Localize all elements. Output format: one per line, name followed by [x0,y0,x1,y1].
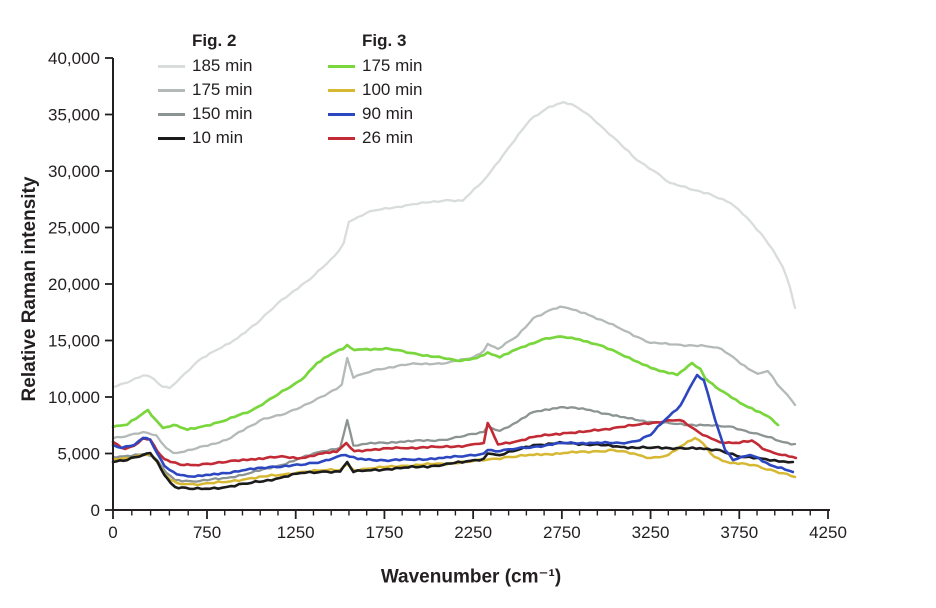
legend-item-100-min: 100 min [328,78,422,102]
legend-label: 100 min [362,80,423,99]
y-tick-label: 30,000 [48,162,100,181]
x-axis-label: Wavenumber (cm⁻¹) [380,566,562,588]
x-tick-label: 3250 [632,523,670,542]
legend-label: 175 min [192,80,253,99]
series-fig3-175-min [111,335,780,432]
legend-fig2-rows: 185 min 175 min 150 min 10 min [158,54,252,150]
legend-swatch [158,88,185,92]
x-tick-label: 4250 [809,523,847,542]
legend-item-185-min: 185 min [158,54,252,78]
legend-item-26-min: 26 min [328,126,422,150]
legend-fig3-title: Fig. 3 [362,31,407,50]
legend-label: 150 min [192,104,253,123]
legend-label: 185 min [192,56,253,75]
legend-swatch [328,112,355,116]
legend-item-175-min: 175 min [328,54,422,78]
x-tick-label: 3750 [720,523,758,542]
x-tick-label: 2250 [454,523,492,542]
series-fig3-90-min [111,373,795,478]
y-tick-label: 20,000 [48,275,100,294]
legend-item-150-min: 150 min [158,102,252,126]
x-tick-label: 0 [108,523,117,542]
x-tick-label: 1750 [366,523,404,542]
legend-item-175-min: 175 min [158,78,252,102]
legend-fig3-rows: 175 min 100 min 90 min 26 min [328,54,422,150]
x-tick-label: 750 [193,523,221,542]
legend-swatch [328,88,355,92]
y-tick-label: 40,000 [48,49,100,68]
legend-swatch [328,64,355,68]
legend-fig2-title: Fig. 2 [192,31,237,50]
y-tick-label: 10,000 [48,388,100,407]
series-fig2-10-min [111,440,795,491]
legend-swatch [158,112,185,116]
y-tick-label: 25,000 [48,219,100,238]
legend-fig2: Fig. 2 185 min 175 min 150 min 10 min [158,30,252,150]
legend-item-90-min: 90 min [328,102,422,126]
legend-item-10-min: 10 min [158,126,252,150]
series-fig2-175-min [111,305,797,455]
legend-fig3: Fig. 3 175 min 100 min 90 min 26 min [328,30,422,150]
legend-label: 26 min [362,128,414,147]
y-tick-label: 5,000 [57,445,100,464]
y-tick-label: 15,000 [48,332,100,351]
y-axis-label: Relative Raman intensity [19,176,40,402]
legend-swatch [158,136,185,140]
y-tick-label: 35,000 [48,106,100,125]
series-fig2-185-min [111,100,797,390]
legend-label: 90 min [362,104,414,123]
legend-label: 175 min [362,56,423,75]
series-fig3-26-min [111,418,798,467]
legend-swatch [158,64,185,68]
y-tick-label: 0 [91,501,100,520]
legend-label: 10 min [192,128,244,147]
series-fig2-150-min [111,405,797,483]
x-tick-label: 2750 [543,523,581,542]
legend-swatch [328,136,355,140]
x-tick-label: 1250 [277,523,315,542]
